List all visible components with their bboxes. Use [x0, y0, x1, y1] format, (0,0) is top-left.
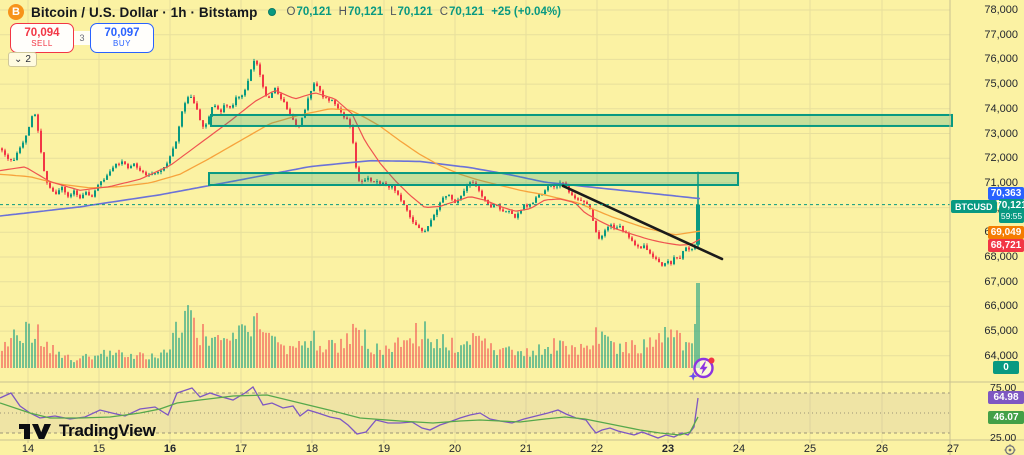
- buy-label: BUY: [113, 38, 131, 48]
- legend-low: L70,121: [390, 6, 433, 18]
- rsi-value-label: 64.98: [988, 391, 1024, 404]
- time-tick-label: 21: [519, 443, 533, 455]
- time-tick-label: 15: [92, 443, 106, 455]
- time-tick-label: 19: [377, 443, 391, 455]
- ma-blue-price-label: 70,363: [988, 187, 1024, 200]
- sell-label: SELL: [31, 38, 53, 48]
- symbol-tag-label: BTCUSD: [951, 200, 997, 213]
- spread-value: 3: [74, 31, 90, 45]
- symbol-title[interactable]: Bitcoin / U.S. Dollar · 1h · Bitstamp: [31, 4, 258, 20]
- time-tick-label: 17: [234, 443, 248, 455]
- bar-countdown: 59:55: [1000, 210, 1023, 221]
- buy-button[interactable]: 70,097 BUY: [90, 23, 154, 53]
- price-tick-label: 77,000: [984, 28, 1018, 41]
- price-tick-label: 67,000: [984, 275, 1018, 288]
- price-tick-label: 73,000: [984, 127, 1018, 140]
- price-tick-label: 74,000: [984, 102, 1018, 115]
- price-tick-label: 71,000: [984, 176, 1018, 189]
- time-tick-label: 26: [875, 443, 889, 455]
- rsi-ma-value-label: 46.07: [988, 411, 1024, 424]
- price-tick-label: 72,000: [984, 152, 1018, 165]
- volume-zero-label: 0: [993, 361, 1019, 374]
- time-tick-label: 23: [661, 443, 675, 455]
- notification-dot: [708, 357, 715, 364]
- tradingview-logo-text: TradingView: [59, 421, 156, 440]
- time-tick-label: 18: [305, 443, 319, 455]
- price-tick-label: 66,000: [984, 300, 1018, 313]
- time-tick-label: 20: [448, 443, 462, 455]
- chevron-down-icon: ⌄: [14, 54, 23, 65]
- collapsed-indicator-count: 2: [25, 54, 31, 65]
- lightning-badge-icon[interactable]: [688, 354, 718, 389]
- tradingview-logo[interactable]: TradingView: [18, 421, 156, 441]
- current-price-value: 70,121: [996, 200, 1024, 212]
- legend-high: H70,121: [338, 6, 384, 18]
- indicators-collapse-chip[interactable]: ⌄ 2: [8, 52, 37, 67]
- sell-button[interactable]: 70,094 SELL: [10, 23, 74, 53]
- market-status-icon[interactable]: [268, 8, 277, 16]
- time-tick-label: 24: [732, 443, 746, 455]
- ma-red-price-label: 68,721: [988, 239, 1024, 252]
- time-tick-label: 14: [21, 443, 35, 455]
- price-tick-label: 65,000: [984, 325, 1018, 338]
- tradingview-logo-icon: [19, 423, 51, 439]
- legend-open: O70,121: [286, 6, 332, 18]
- rsi-scale-bottom: 25.00: [990, 432, 1017, 444]
- symbol-header: B Bitcoin / U.S. Dollar · 1h · Bitstamp …: [8, 4, 561, 20]
- ohlc-legend: O70,121 H70,121 L70,121 C70,121 +25 (+0.…: [286, 6, 560, 18]
- price-tick-label: 75,000: [984, 78, 1018, 91]
- time-tick-label: 25: [803, 443, 817, 455]
- sell-price: 70,094: [24, 27, 60, 40]
- time-tick-label: 16: [163, 443, 177, 455]
- legend-change: +25 (+0.04%): [491, 6, 561, 18]
- ma-orange-price-label: 69,049: [988, 226, 1024, 239]
- price-tick-label: 78,000: [984, 4, 1018, 16]
- time-tick-label: 22: [590, 443, 604, 455]
- current-price-label: 70,121 59:55: [996, 199, 1024, 223]
- price-tick-label: 76,000: [984, 53, 1018, 66]
- trade-widget: 70,094 SELL 3 70,097 BUY: [10, 23, 154, 53]
- legend-close: C70,121: [439, 6, 485, 18]
- bitcoin-icon: B: [8, 4, 24, 20]
- time-tick-label: 27: [946, 443, 960, 455]
- axis-settings-icon[interactable]: [1003, 443, 1017, 455]
- sparkle-icon: [688, 371, 698, 381]
- price-tick-label: 64,000: [984, 349, 1018, 362]
- price-tick-label: 68,000: [984, 251, 1018, 263]
- buy-price: 70,097: [104, 27, 140, 40]
